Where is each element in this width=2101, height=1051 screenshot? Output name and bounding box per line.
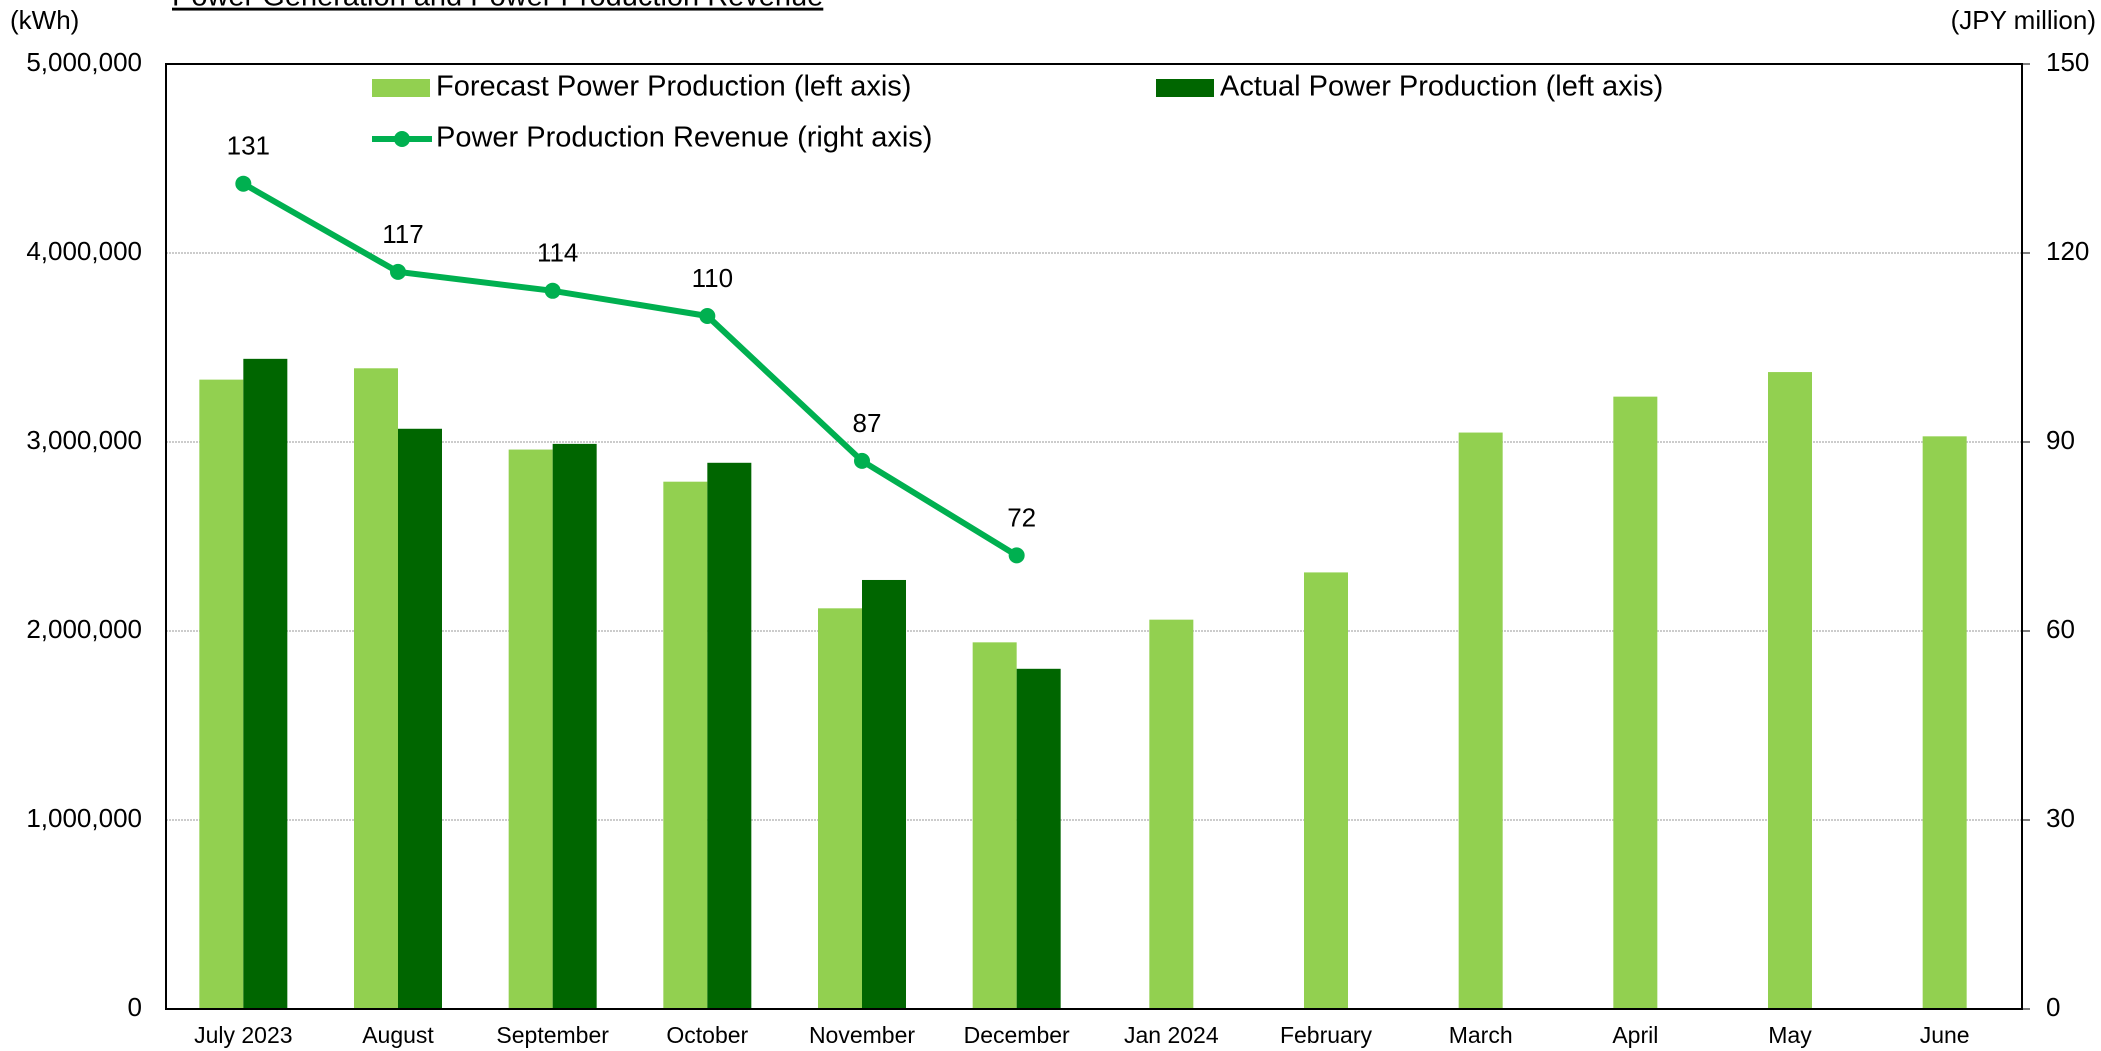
bar (508, 449, 553, 1009)
legend-label: Actual Power Production (left axis) (1220, 71, 1663, 103)
line-point (235, 175, 252, 192)
y-tick-label: 3,000,000 (26, 425, 142, 455)
data-label: 72 (1007, 502, 1036, 532)
legend-swatch (372, 79, 430, 97)
y-tick-label: 0 (128, 992, 142, 1022)
y2-tick-label: 90 (2046, 425, 2075, 455)
legend-label: Forecast Power Production (left axis) (436, 71, 911, 103)
y2-tick-label: 30 (2046, 803, 2075, 833)
y-tick-label: 2,000,000 (26, 614, 142, 644)
bar (199, 379, 244, 1009)
data-label: 110 (692, 263, 733, 293)
x-tick-label: April (1612, 1022, 1658, 1048)
bar (862, 579, 906, 1009)
line-point (544, 282, 561, 299)
x-tick-label: September (496, 1022, 609, 1048)
data-label: 114 (537, 238, 578, 268)
bar (1149, 619, 1194, 1009)
line (241, 181, 1019, 558)
bar (1613, 396, 1658, 1009)
bar (1016, 668, 1061, 1009)
y-axis-label: (kWh) (10, 5, 79, 35)
x-tick-label: Jan 2024 (1124, 1022, 1219, 1048)
y2-tick-label: 120 (2046, 236, 2089, 266)
y-tick-label: 5,000,000 (26, 47, 142, 77)
y2-tick-label: 0 (2046, 992, 2060, 1022)
plot-frame (165, 63, 2023, 1010)
legend-marker (394, 131, 410, 147)
y2-tick-label: 150 (2046, 47, 2089, 77)
bar (243, 358, 288, 1010)
y-tick-label: 4,000,000 (26, 236, 142, 266)
bar (552, 443, 597, 1009)
chart-title: Power Generation and Power Production Re… (172, 0, 823, 13)
x-tick-label: June (1920, 1022, 1970, 1048)
bar (1458, 432, 1503, 1009)
x-tick-label: December (964, 1022, 1070, 1048)
data-label: 117 (382, 219, 423, 249)
bar (707, 462, 752, 1009)
data-label: 87 (853, 408, 882, 438)
bar (1922, 436, 1967, 1010)
legend-label: Power Production Revenue (right axis) (436, 122, 932, 154)
y2-tick-label: 60 (2046, 614, 2075, 644)
data-label: 131 (227, 131, 270, 161)
x-tick-label: March (1449, 1022, 1513, 1048)
y2-axis-label: (JPY million) (1951, 5, 2096, 35)
x-tick-label: July 2023 (194, 1022, 292, 1048)
line-point (1008, 547, 1025, 564)
line-point (390, 263, 406, 280)
bar (663, 481, 708, 1009)
bar (972, 642, 1017, 1009)
x-tick-label: August (362, 1022, 434, 1048)
x-tick-label: February (1280, 1022, 1373, 1048)
x-tick-label: May (1768, 1022, 1812, 1048)
bar (818, 608, 862, 1009)
y-tick-label: 1,000,000 (26, 803, 142, 833)
line-point (854, 452, 870, 469)
line-point (699, 308, 716, 324)
bar (398, 428, 442, 1009)
bar (354, 368, 398, 1009)
x-tick-label: November (809, 1022, 915, 1048)
legend-swatch (1156, 79, 1214, 97)
bar (1768, 372, 1812, 1009)
x-tick-label: October (666, 1022, 748, 1048)
bar (1304, 572, 1348, 1009)
